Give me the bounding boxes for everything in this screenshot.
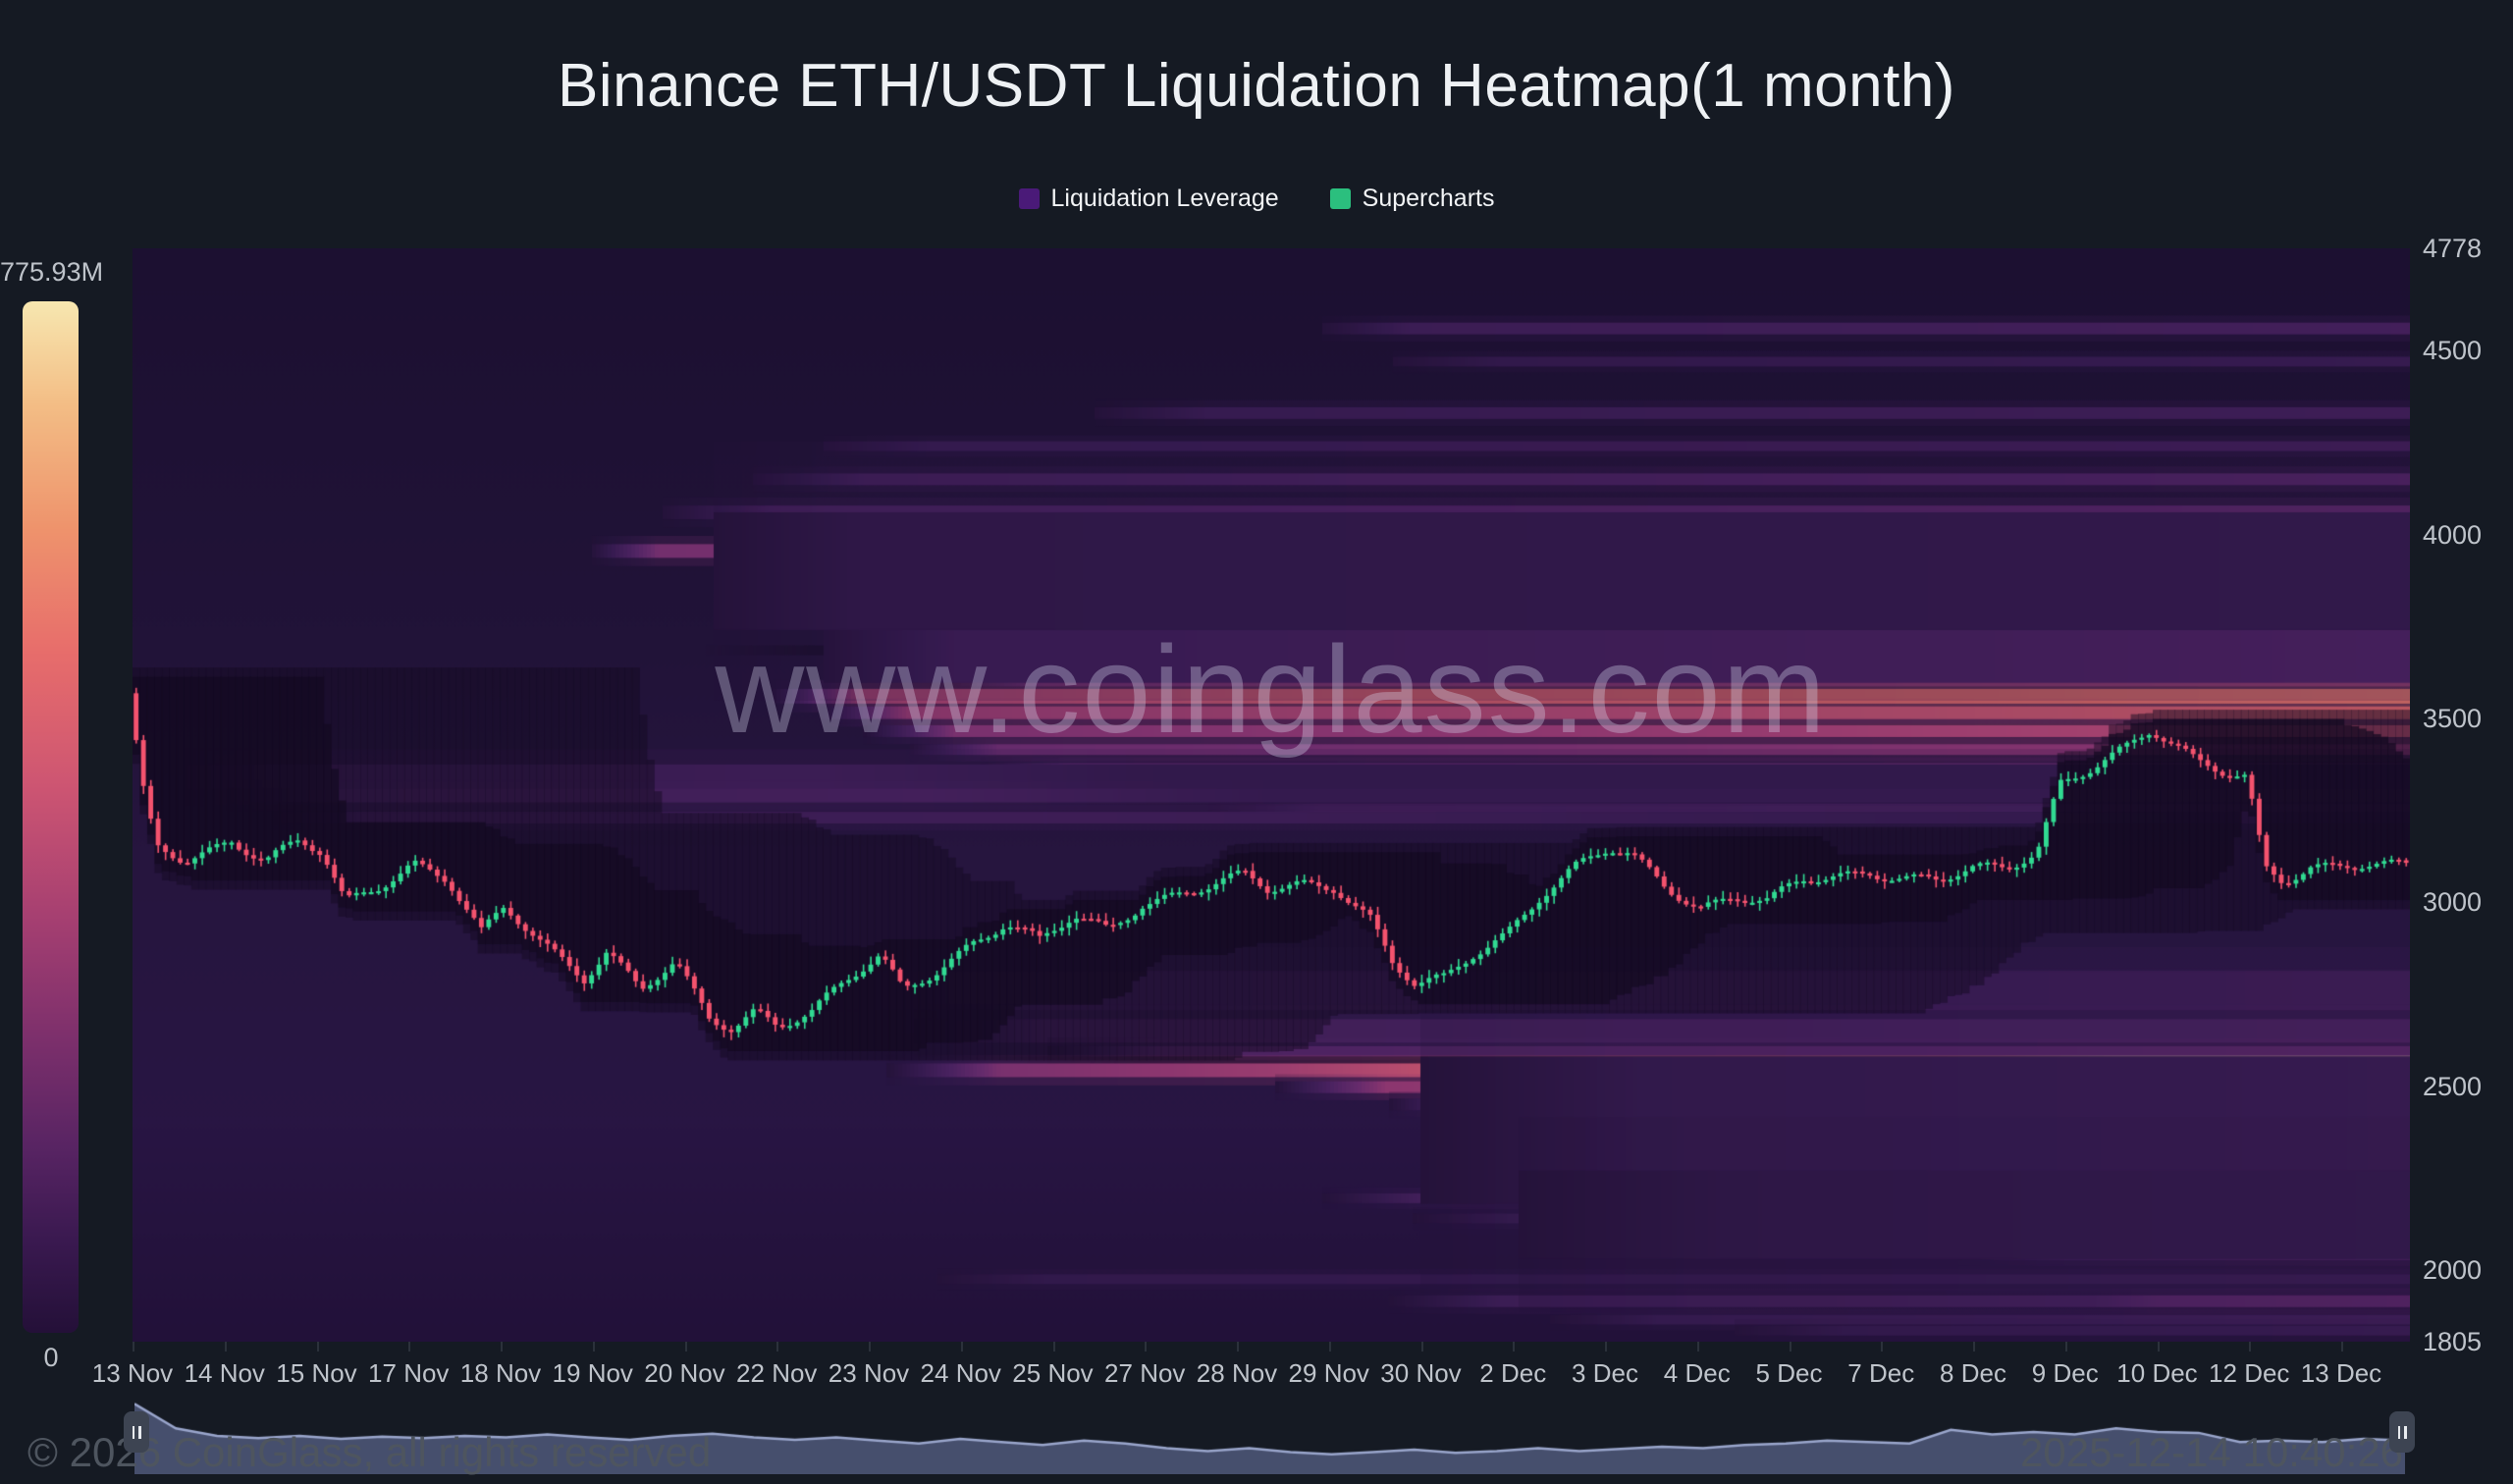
x-axis-tick [1328, 1342, 1331, 1352]
colorbar-min-label: 0 [43, 1343, 59, 1372]
x-axis-label: 13 Nov [91, 1358, 174, 1388]
x-axis-tick [1605, 1342, 1607, 1352]
x-axis-tick [1696, 1342, 1699, 1352]
x-axis-tick [592, 1342, 595, 1352]
x-axis-label: 3 Dec [1572, 1358, 1638, 1388]
x-axis-label: 29 Nov [1288, 1358, 1369, 1388]
legend-label: Supercharts [1362, 185, 1495, 212]
x-axis-label: 24 Nov [920, 1358, 1001, 1388]
x-axis-tick [1973, 1342, 1975, 1352]
x-axis-label: 28 Nov [1196, 1358, 1278, 1388]
navigator-minichart[interactable] [134, 1398, 2405, 1474]
colorbar-max-label: 775.93M [0, 257, 104, 287]
x-axis-label: 2 Dec [1479, 1358, 1547, 1388]
x-axis-label: 10 Dec [2116, 1358, 2198, 1388]
legend-item-supercharts[interactable]: Supercharts [1329, 185, 1495, 213]
page-title: Binance ETH/USDT Liquidation Heatmap(1 m… [558, 52, 1955, 120]
x-axis-tick [1237, 1342, 1239, 1352]
x-axis-tick [1513, 1342, 1516, 1352]
x-axis-label: 17 Nov [368, 1358, 450, 1388]
x-axis-label: 22 Nov [736, 1358, 818, 1388]
y-axis-label: 4000 [2423, 519, 2483, 550]
x-axis-tick [408, 1342, 411, 1352]
x-axis-tick [316, 1342, 319, 1352]
navigator-left-handle[interactable] [124, 1411, 149, 1453]
x-axis-tick [1145, 1342, 1148, 1352]
x-axis-label: 8 Dec [1940, 1358, 2006, 1388]
x-axis-tick [2064, 1342, 2067, 1352]
x-axis-label: 20 Nov [644, 1358, 725, 1388]
legend: Liquidation Leverage Supercharts [0, 185, 2513, 213]
x-axis-tick [1789, 1342, 1791, 1352]
y-axis-label: 3000 [2423, 887, 2483, 918]
y-axis-label: 3500 [2423, 703, 2483, 733]
heatmap-canvas[interactable] [133, 248, 2410, 1342]
x-axis-label: 7 Dec [1847, 1358, 1915, 1388]
x-axis-tick [224, 1342, 227, 1352]
x-axis-tick [869, 1342, 871, 1352]
supercharts-swatch-icon [1329, 188, 1351, 209]
x-axis-label: 12 Dec [2209, 1358, 2290, 1388]
x-axis-tick [776, 1342, 779, 1352]
x-axis-tick [960, 1342, 963, 1352]
x-axis-tick [1052, 1342, 1055, 1352]
y-axis-label: 1805 [2423, 1327, 2483, 1356]
x-axis-label: 19 Nov [552, 1358, 633, 1388]
x-axis-label: 27 Nov [1104, 1358, 1186, 1388]
x-axis-label: 30 Nov [1380, 1358, 1462, 1388]
x-axis-label: 18 Nov [459, 1358, 542, 1388]
x-axis-label: 23 Nov [828, 1358, 910, 1388]
y-axis-label: 2500 [2423, 1071, 2483, 1101]
x-axis-tick [684, 1342, 687, 1352]
x-axis-label: 5 Dec [1755, 1358, 1823, 1388]
legend-label: Liquidation Leverage [1050, 185, 1279, 212]
x-axis-label: 9 Dec [2031, 1358, 2099, 1388]
watermark: www.coinglass.com [715, 620, 1828, 759]
liquidation-intensity-colorbar [23, 301, 79, 1333]
x-axis-tick [133, 1342, 134, 1352]
x-axis-tick [2157, 1342, 2160, 1352]
x-axis-tick [1420, 1342, 1423, 1352]
liquidation-leverage-swatch-icon [1018, 188, 1040, 209]
x-axis-tick [2249, 1342, 2252, 1352]
navigator-right-handle[interactable] [2389, 1411, 2415, 1453]
x-axis-tick [2341, 1342, 2343, 1352]
y-axis-label: 4500 [2423, 336, 2483, 366]
x-axis-tick [501, 1342, 503, 1352]
legend-item-liquidation-leverage[interactable]: Liquidation Leverage [1018, 185, 1279, 213]
y-axis-label: 4778 [2423, 234, 2483, 263]
timestamp-text: 2025-12-14 10:40:26 [2020, 1429, 2403, 1475]
x-axis-label: 13 Dec [2300, 1358, 2382, 1388]
x-axis-tick [1881, 1342, 1884, 1352]
y-axis-label: 2000 [2423, 1254, 2483, 1285]
heatmap-plot-area[interactable] [133, 248, 2410, 1342]
x-axis-label: 25 Nov [1012, 1358, 1094, 1388]
x-axis-label: 15 Nov [276, 1358, 357, 1388]
x-axis-label: 14 Nov [184, 1358, 265, 1388]
x-axis-label: 4 Dec [1663, 1358, 1731, 1388]
